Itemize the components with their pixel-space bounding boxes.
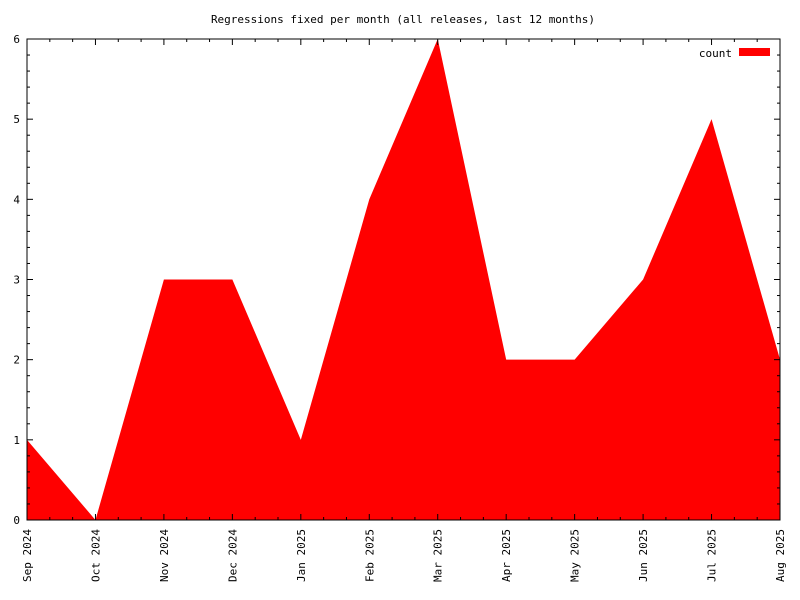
legend: count <box>699 47 770 60</box>
legend-swatch <box>739 48 770 56</box>
x-tick-label-9: Jun 2025 <box>637 529 650 582</box>
x-tick-label-10: Jul 2025 <box>706 529 719 582</box>
x-tick-label-4: Jan 2025 <box>295 529 308 582</box>
y-tick-label-6: 6 <box>13 33 20 46</box>
y-tick-label-4: 4 <box>13 193 20 206</box>
area-layer <box>27 39 780 520</box>
x-tick-label-2: Nov 2024 <box>158 529 171 582</box>
y-tick-label-1: 1 <box>13 434 20 447</box>
y-tick-label-3: 3 <box>13 274 20 287</box>
x-tick-label-0: Sep 2024 <box>21 529 34 582</box>
x-tick-label-6: Mar 2025 <box>432 529 445 582</box>
chart-title: Regressions fixed per month (all release… <box>211 13 595 26</box>
y-tick-label-0: 0 <box>13 514 20 527</box>
x-tick-label-7: Apr 2025 <box>500 529 513 582</box>
x-tick-label-5: Feb 2025 <box>363 529 376 582</box>
axes-layer: 0 1 2 3 4 5 6 Sep 2024 Oct 2024 Nov 2024 Dec 2024 J… <box>13 33 787 582</box>
y-tick-label-2: 2 <box>13 354 20 367</box>
y-tick-label-5: 5 <box>13 113 20 126</box>
legend-label: count <box>699 47 732 60</box>
area-series-count <box>27 39 780 520</box>
x-tick-label-1: Oct 2024 <box>89 529 102 582</box>
x-tick-label-8: May 2025 <box>569 529 582 582</box>
x-tick-label-3: Dec 2024 <box>226 529 239 582</box>
x-tick-label-11: Aug 2025 <box>774 529 787 582</box>
